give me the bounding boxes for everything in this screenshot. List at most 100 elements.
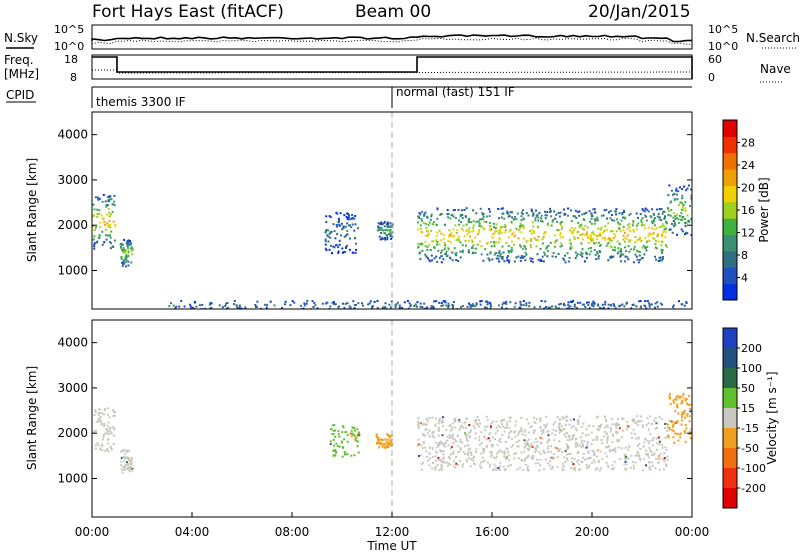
velocity-point-751 [417,423,419,426]
velocity-point-993 [513,457,516,460]
power-point-611 [424,211,427,214]
velocity-point-1229 [668,395,671,398]
power-point-1350 [678,300,680,303]
power-point-1413 [557,307,560,309]
power-point-898 [458,239,461,242]
velocity-point-515 [456,445,459,448]
power-point-1074 [613,233,616,236]
velocity-point-295 [579,444,582,447]
velocity-point-98 [124,449,127,452]
velocity-point-699 [616,431,619,434]
velocity-point-1030 [526,456,529,458]
power-point-582 [512,231,515,234]
velocity-point-1052 [472,425,475,428]
power-point-548 [618,212,621,215]
velocity-point-533 [550,456,553,459]
velocity-point-110 [128,470,131,473]
velocity-point-1103 [533,451,536,453]
velocity-point-700 [563,433,566,436]
power-point-245 [325,215,328,218]
power-point-581 [522,227,525,230]
velocity-point-72 [97,420,100,423]
velocity-point-701 [477,425,480,428]
velocity-point-971 [585,446,588,449]
velocity-point-328 [542,431,545,434]
power-point-57 [101,200,104,203]
velocity-point-1129 [600,439,603,441]
velocity-point-1193 [668,392,671,395]
velocity-point-472 [498,449,501,452]
power-point-1377 [352,300,355,303]
power-point-1487 [175,305,178,308]
velocity-point-0 [102,434,105,436]
power-point-35 [104,200,107,203]
power-point-500 [632,261,635,264]
power-point-549 [482,215,485,218]
velocity-point-600 [470,429,472,432]
power-point-219 [341,251,344,254]
velocity-point-347 [535,418,538,421]
power-point-775 [435,239,438,242]
power-point-483 [634,253,637,256]
power-point-1179 [441,249,444,252]
power-point-1609 [235,304,238,307]
velocity-point-1124 [655,457,657,460]
power-point-1269 [667,207,670,210]
power-point-234 [341,228,344,231]
velocity-colorbar-swatch-6 [723,448,737,469]
velocity-point-1078 [665,436,668,439]
power-point-1372 [447,304,450,307]
velocity-point-727 [647,461,650,464]
velocity-point-410 [659,453,662,456]
velocity-point-373 [654,427,657,430]
power-point-699 [462,224,465,227]
power-point-191 [334,237,337,240]
power-point-1504 [648,304,651,306]
power-point-743 [620,252,623,255]
power-point-851 [498,238,501,241]
velocity-point-35 [112,409,115,412]
velocity-point-1003 [526,440,529,443]
power-point-747 [576,210,579,213]
power-point-871 [585,252,588,255]
velocity-point-393 [449,463,452,466]
velocity-point-627 [431,435,434,437]
power-point-1524 [281,307,284,309]
power-point-1013 [417,246,420,249]
velocity-point-521 [508,432,510,435]
power-point-18 [101,230,104,233]
power-point-621 [499,229,502,232]
velocity-point-318 [434,455,437,458]
power-point-813 [633,245,636,248]
velocity-point-888 [625,457,628,460]
power-point-517 [561,225,564,228]
power-point-1553 [383,306,386,309]
velocity-point-505 [566,457,568,460]
power-point-411 [484,248,487,251]
power-point-90 [130,261,133,264]
velocity-point-1205 [689,437,692,440]
power-point-1035 [590,240,593,243]
velocity-point-1184 [681,411,684,414]
velocity-point-1016 [420,468,423,471]
power-point-840 [624,246,627,249]
power-point-467 [624,240,626,243]
power-point-236 [352,251,355,254]
velocity-point-544 [532,455,534,458]
power-point-331 [470,221,473,224]
power-point-1325 [659,302,662,305]
velocity-point-761 [436,464,439,467]
power-point-1157 [638,250,641,253]
velocity-point-40 [98,408,100,411]
velocity-point-575 [417,417,420,420]
power-point-1063 [450,232,453,235]
velocity-point-526 [465,426,467,429]
velocity-point-780 [558,422,561,425]
power-point-1525 [653,306,656,309]
power-point-650 [422,221,425,224]
velocity-point-1114 [453,418,456,421]
power-point-1171 [489,252,492,255]
velocity-point-278 [494,432,497,435]
power-point-1422 [435,300,438,303]
velocity-point-855 [497,450,500,453]
